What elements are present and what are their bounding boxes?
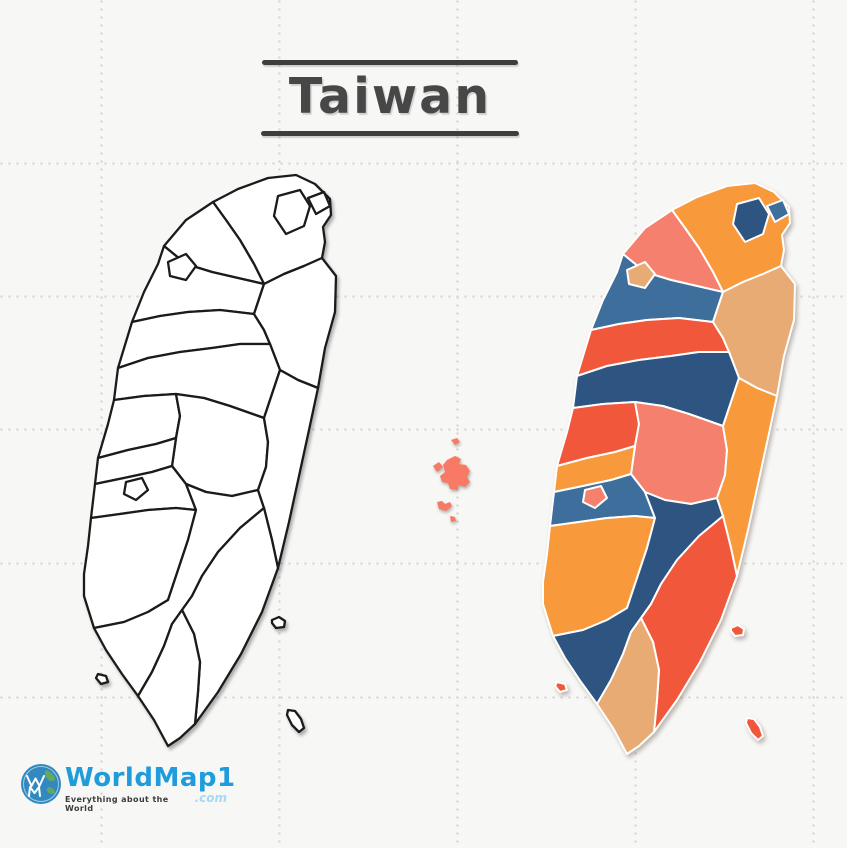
grid-vline xyxy=(456,0,459,848)
grid-hline xyxy=(0,162,847,165)
logo-tld: .com xyxy=(194,791,227,805)
penghu-islands-islet xyxy=(433,462,443,472)
title-rule-bottom xyxy=(261,131,519,136)
region-orchid-island-colored xyxy=(745,717,764,741)
grid-vline xyxy=(812,0,815,848)
region-pingtung-outline xyxy=(136,608,202,748)
logo-name: WorldMap1 xyxy=(65,763,236,793)
penghu-islands-islet xyxy=(440,456,470,490)
region-green-island-colored xyxy=(730,624,745,637)
region-keelung-outline xyxy=(306,190,332,216)
region-liuqiu-colored xyxy=(554,681,568,693)
logo-tagline: Everything about the World xyxy=(65,795,169,813)
logo-text-block: WorldMap1 Everything about the World .co… xyxy=(65,763,236,813)
region-orchid-island-outline xyxy=(285,708,306,734)
taiwan-colored-map xyxy=(542,182,796,755)
region-chiayi-city-outline xyxy=(122,476,150,502)
region-hsinchu-city-outline xyxy=(166,252,198,282)
region-green-island-outline xyxy=(270,615,287,630)
region-taipei-city-colored xyxy=(732,197,770,243)
penghu-islands xyxy=(433,438,470,522)
grid-hline xyxy=(0,428,847,431)
region-keelung-colored xyxy=(766,199,790,223)
title-block: Taiwan xyxy=(252,60,528,136)
taiwan-outline-map xyxy=(82,173,338,748)
penghu-islands-islet xyxy=(437,501,452,511)
region-chiayi-city-colored xyxy=(582,485,608,509)
grid-vline xyxy=(100,0,103,848)
logo-subline: Everything about the World .com xyxy=(65,792,227,813)
grid-hline xyxy=(0,696,847,699)
grid-hline xyxy=(0,295,847,298)
worldmap1-globe-icon xyxy=(21,764,61,804)
region-pingtung-colored xyxy=(596,617,660,755)
region-taipei-city-outline xyxy=(272,188,312,236)
penghu-islands-islet xyxy=(451,438,460,445)
worldmap1-logo[interactable]: WorldMap1 Everything about the World .co… xyxy=(20,763,236,813)
title-rule-top xyxy=(262,60,518,65)
grid-hline xyxy=(0,562,847,565)
region-hsinchu-city-colored xyxy=(626,261,656,289)
page-title: Taiwan xyxy=(288,68,492,125)
region-liuqiu-outline xyxy=(94,672,110,686)
penghu-islands-islet xyxy=(450,516,456,522)
